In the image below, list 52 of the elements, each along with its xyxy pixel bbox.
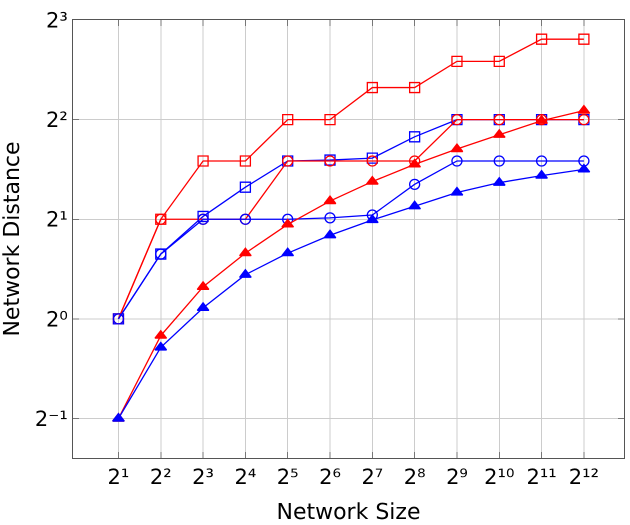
- point: [408, 158, 422, 168]
- point: [494, 56, 505, 67]
- point: [408, 131, 420, 142]
- y-tick-label: 2¹: [46, 208, 68, 232]
- y-tick-label: 2⁻¹: [34, 406, 68, 431]
- y-tick-label: 2²: [46, 108, 68, 132]
- y-tick-label: 2³: [46, 8, 68, 32]
- point: [366, 82, 378, 94]
- point: [324, 212, 336, 224]
- point: [451, 155, 463, 167]
- x-tick-label: 2⁹: [446, 465, 468, 490]
- point: [366, 214, 379, 224]
- y-tick-label: 2⁰: [46, 307, 68, 332]
- point: [450, 186, 464, 196]
- point: [578, 34, 590, 45]
- point: [154, 342, 168, 351]
- x-axis-title: Network Size: [276, 500, 421, 525]
- point: [536, 155, 548, 167]
- point: [408, 82, 420, 94]
- y-axis-title: Network Distance: [0, 141, 25, 337]
- x-tick-label: 2⁷: [361, 465, 384, 490]
- point: [577, 104, 590, 114]
- x-tick-label: 2⁵: [276, 465, 299, 490]
- x-tick-label: 2¹¹: [526, 465, 557, 490]
- point: [240, 155, 252, 167]
- x-tick-label: 2¹²: [568, 465, 599, 490]
- point: [451, 56, 463, 67]
- point: [450, 143, 464, 152]
- point: [535, 170, 548, 179]
- point: [282, 214, 294, 225]
- point: [324, 195, 336, 204]
- point: [282, 114, 294, 126]
- point: [197, 210, 209, 222]
- x-tick-label: 2⁴: [234, 465, 256, 490]
- point: [366, 155, 378, 167]
- x-tick-label: 2³: [192, 465, 214, 490]
- point: [324, 114, 336, 126]
- point: [366, 152, 378, 164]
- x-tick-label: 2⁶: [319, 465, 341, 490]
- point: [536, 34, 548, 45]
- x-tick-label: 2²: [150, 465, 172, 490]
- point: [197, 155, 209, 167]
- point: [578, 155, 590, 167]
- point: [366, 176, 379, 185]
- x-tick-label: 2⁸: [404, 465, 426, 490]
- point: [281, 218, 294, 228]
- point: [240, 182, 252, 193]
- x-tick-label: 2¹⁰: [484, 465, 514, 490]
- point: [408, 178, 420, 190]
- point: [494, 155, 505, 167]
- x-tick-label: 2¹: [108, 465, 130, 490]
- point: [577, 164, 590, 173]
